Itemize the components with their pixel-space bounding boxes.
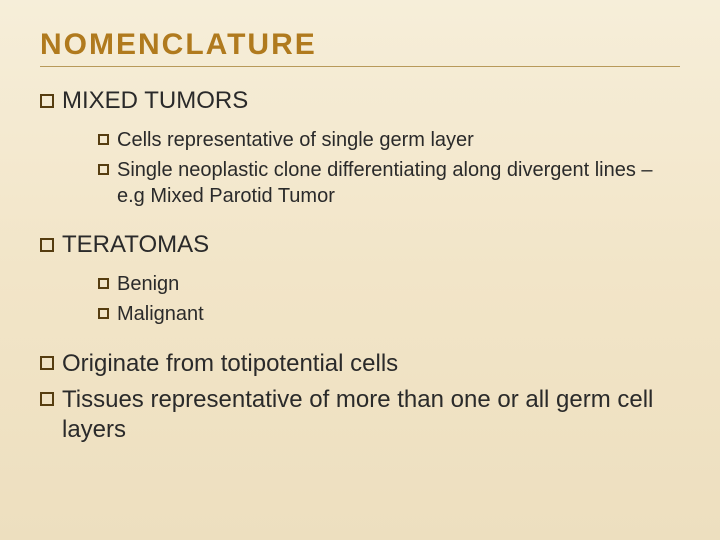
list-item-text: Cells representative of single germ laye… xyxy=(117,127,474,153)
list-item: Tissues representative of more than one … xyxy=(40,385,680,445)
list-item-text: Single neoplastic clone differentiating … xyxy=(117,157,680,209)
list-item: Cells representative of single germ laye… xyxy=(98,127,680,153)
square-bullet-icon xyxy=(98,308,109,319)
slide: NOMENCLATURE MIXED TUMORS Cells represen… xyxy=(0,0,720,540)
sub-list: Cells representative of single germ laye… xyxy=(40,127,680,209)
list-item: TERATOMAS xyxy=(40,231,680,259)
list-item: Single neoplastic clone differentiating … xyxy=(98,157,680,209)
final-list: Originate from totipotential cells Tissu… xyxy=(40,349,680,445)
square-bullet-icon xyxy=(98,278,109,289)
list-item: Malignant xyxy=(98,301,680,327)
square-bullet-icon xyxy=(40,94,54,108)
list-item-text: Originate from totipotential cells xyxy=(62,349,398,379)
title-underline xyxy=(40,66,680,67)
square-bullet-icon xyxy=(40,238,54,252)
sub-list: Benign Malignant xyxy=(40,271,680,327)
page-title: NOMENCLATURE xyxy=(40,28,680,62)
list-item: Originate from totipotential cells xyxy=(40,349,680,379)
square-bullet-icon xyxy=(40,356,54,370)
square-bullet-icon xyxy=(98,164,109,175)
list-item-text: Benign xyxy=(117,271,179,297)
list-item: Benign xyxy=(98,271,680,297)
list-item-text: Malignant xyxy=(117,301,204,327)
square-bullet-icon xyxy=(40,392,54,406)
section-heading: MIXED TUMORS xyxy=(62,87,248,115)
section-heading: TERATOMAS xyxy=(62,231,209,259)
list-item: MIXED TUMORS xyxy=(40,87,680,115)
list-item-text: Tissues representative of more than one … xyxy=(62,385,680,445)
square-bullet-icon xyxy=(98,134,109,145)
